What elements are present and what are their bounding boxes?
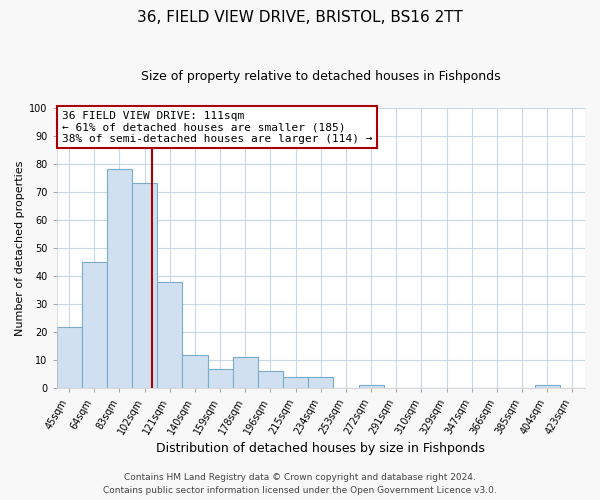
Bar — [56, 326, 82, 388]
Bar — [233, 358, 258, 388]
Title: Size of property relative to detached houses in Fishponds: Size of property relative to detached ho… — [141, 70, 500, 83]
Text: Contains HM Land Registry data © Crown copyright and database right 2024.
Contai: Contains HM Land Registry data © Crown c… — [103, 474, 497, 495]
Bar — [283, 377, 308, 388]
Bar — [132, 184, 157, 388]
Bar — [208, 368, 233, 388]
Bar — [359, 386, 383, 388]
Text: 36, FIELD VIEW DRIVE, BRISTOL, BS16 2TT: 36, FIELD VIEW DRIVE, BRISTOL, BS16 2TT — [137, 10, 463, 25]
Text: 36 FIELD VIEW DRIVE: 111sqm
← 61% of detached houses are smaller (185)
38% of se: 36 FIELD VIEW DRIVE: 111sqm ← 61% of det… — [62, 110, 373, 144]
Bar — [258, 372, 283, 388]
Bar — [157, 282, 182, 388]
Bar — [308, 377, 334, 388]
Bar — [107, 170, 132, 388]
X-axis label: Distribution of detached houses by size in Fishponds: Distribution of detached houses by size … — [157, 442, 485, 455]
Bar — [182, 354, 208, 388]
Bar — [535, 386, 560, 388]
Y-axis label: Number of detached properties: Number of detached properties — [15, 160, 25, 336]
Bar — [82, 262, 107, 388]
